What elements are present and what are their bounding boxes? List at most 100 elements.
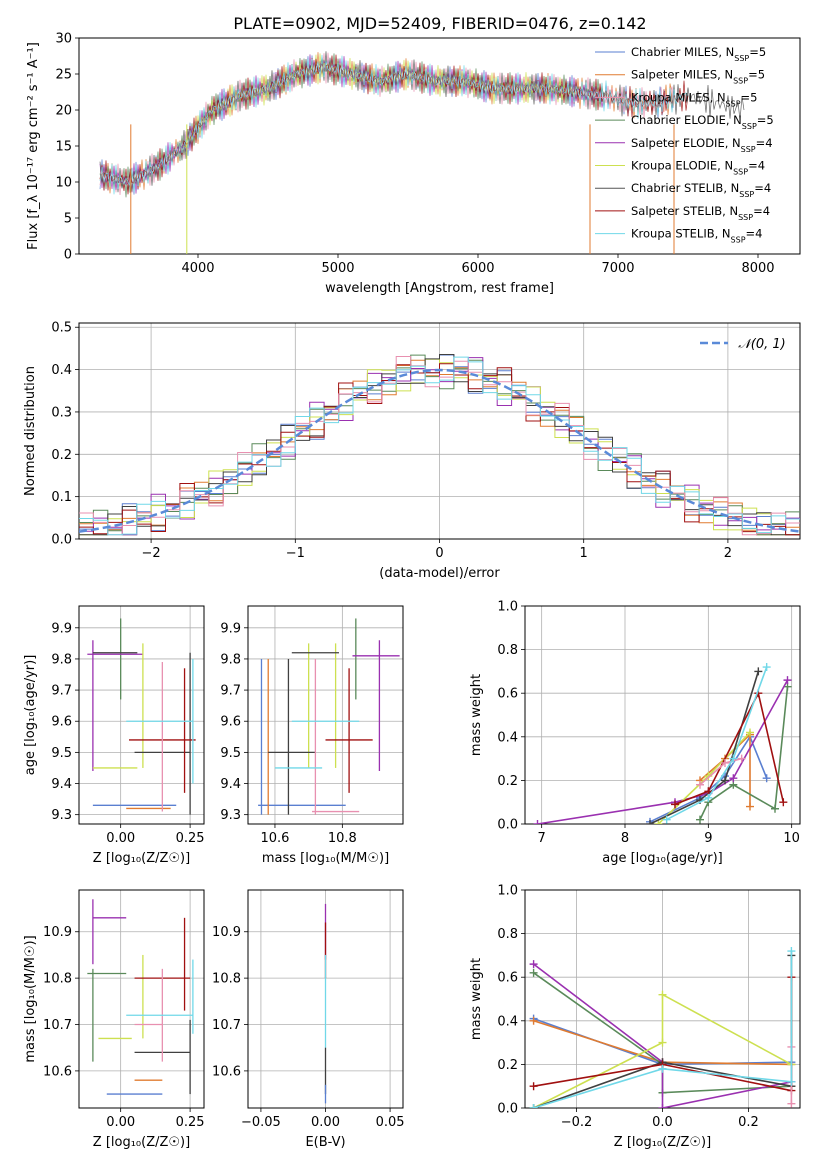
x-axis-label: age [log₁₀(age/yr)] — [602, 851, 723, 866]
x-tick-label: 0.05 — [376, 1115, 405, 1130]
axes-frame — [78, 889, 205, 1109]
y-tick-label: 10.7 — [43, 1018, 72, 1033]
chart-massweight_vs_Z: −0.2 0.0 0.2 0.0 0.2 0.4 0.6 0.8 1.0 Z [log₁₀(Z/Z… — [469, 884, 801, 1150]
plus-marker — [787, 1077, 796, 1086]
axes-frame — [78, 37, 801, 255]
y-tick-label: 0.8 — [497, 643, 518, 658]
y-tick-label: 15 — [55, 140, 72, 155]
mass-weight-line — [699, 686, 789, 820]
chart-mass_vs_EBV: −0.05 0.00 0.05 10.6 10.7 10.8 10.9 E(B-V) — [212, 889, 405, 1150]
plus-marker — [746, 728, 754, 737]
chart-age_vs_Z: 0.00 0.25 9.3 9.4 9.5 9.6 9.7 9.8 9.9 Z [log₁₀(Z/… — [23, 605, 205, 866]
plot-area-age_vs_Z — [87, 618, 196, 815]
plus-marker — [787, 1099, 796, 1108]
x-axis-label: Z [log₁₀(Z/Z☉)] — [614, 1135, 711, 1150]
x-axis-label: Z [log₁₀(Z/Z☉)] — [93, 851, 190, 866]
y-tick-label: 10.8 — [212, 972, 241, 987]
y-tick-label: 1.0 — [497, 884, 518, 899]
y-tick-label: 9.6 — [51, 715, 72, 730]
y-tick-label: 9.5 — [51, 746, 72, 761]
histogram-step — [79, 356, 800, 536]
plus-marker — [696, 815, 704, 824]
y-tick-label: 10.7 — [212, 1018, 241, 1033]
y-tick-label: 0.8 — [497, 927, 518, 942]
chart-spectrum: 4000 5000 6000 7000 8000 0 5 10 15 20 25 30 waveleng… — [26, 32, 801, 296]
y-tick-label: 0.0 — [497, 1102, 518, 1117]
legend-label: Chabrier MILES, NSSP=5 — [631, 45, 766, 63]
plus-marker — [729, 774, 738, 783]
y-tick-label: 9.4 — [51, 777, 72, 792]
y-tick-label: 9.9 — [220, 621, 241, 636]
x-tick-label: 9 — [704, 831, 712, 846]
x-tick-label: 2 — [724, 546, 732, 561]
plus-marker — [754, 667, 763, 676]
y-tick-label: 0.2 — [51, 448, 72, 463]
y-tick-label: 0.2 — [497, 1058, 518, 1073]
plus-marker — [762, 663, 771, 672]
plot-area-age_vs_mass — [258, 618, 400, 815]
plus-marker — [746, 802, 754, 811]
plus-marker — [721, 776, 729, 785]
x-tick-label: 0.00 — [311, 1115, 340, 1130]
y-tick-label: 9.8 — [51, 652, 72, 667]
x-tick-label: 8 — [621, 831, 629, 846]
x-tick-label: 8000 — [741, 261, 774, 276]
x-tick-label: 0.25 — [176, 831, 205, 846]
y-tick-label: 9.4 — [220, 777, 241, 792]
y-tick-label: 10.6 — [212, 1064, 241, 1079]
x-tick-label: 7 — [538, 831, 546, 846]
x-tick-label: 0.2 — [738, 1115, 759, 1130]
x-axis-label: mass [log₁₀(M/M☉)] — [262, 851, 389, 866]
y-tick-label: 0.0 — [51, 533, 72, 548]
mass-weight-line — [666, 666, 768, 821]
y-tick-label: 10 — [55, 176, 72, 191]
y-tick-label: 0.5 — [51, 321, 72, 336]
x-tick-label: 6000 — [461, 261, 494, 276]
y-tick-label: 20 — [55, 104, 72, 119]
y-tick-label: 30 — [55, 32, 72, 47]
plus-marker — [658, 990, 667, 999]
chart-mass_vs_Z: 0.00 0.25 10.6 10.7 10.8 10.9 Z [log₁₀(Z/Z☉)] m… — [23, 889, 205, 1150]
legend-label: Chabrier STELIB, NSSP=4 — [631, 181, 771, 199]
legend-label: 𝒩(0, 1) — [738, 337, 785, 352]
y-axis-label: Flux [f_λ 10⁻¹⁷ erg cm⁻² s⁻¹ A⁻¹] — [26, 42, 41, 250]
y-tick-label: 9.6 — [220, 715, 241, 730]
x-tick-label: 10 — [783, 831, 800, 846]
spectrum-line — [99, 54, 689, 195]
x-tick-label: 0.00 — [106, 831, 135, 846]
plus-marker — [671, 800, 679, 809]
y-tick-label: 0 — [64, 248, 72, 263]
plus-marker — [783, 676, 792, 685]
y-tick-label: 0.2 — [497, 774, 518, 789]
y-axis-label: age [log₁₀(age/yr)] — [23, 655, 38, 776]
y-tick-label: 9.8 — [220, 652, 241, 667]
plus-marker — [529, 960, 538, 969]
x-tick-label: 7000 — [601, 261, 634, 276]
plus-marker — [787, 947, 796, 956]
x-tick-label: 0.0 — [652, 1115, 673, 1130]
y-axis-label: mass [log₁₀(M/M☉)] — [23, 935, 38, 1062]
axes-frame — [247, 889, 404, 1109]
plus-marker — [704, 793, 713, 802]
axes-frame — [78, 322, 801, 540]
plus-marker — [721, 758, 729, 767]
legend-label: Chabrier ELODIE, NSSP=5 — [631, 113, 774, 131]
chart-age_vs_mass: 10.6 10.8 9.3 9.4 9.5 9.6 9.7 9.8 9.9 mass [log₁₀… — [220, 605, 404, 866]
x-tick-label: 0 — [435, 546, 443, 561]
y-tick-label: 9.3 — [51, 808, 72, 823]
y-tick-label: 10.8 — [43, 972, 72, 987]
plus-marker — [529, 1104, 538, 1108]
plus-marker — [729, 754, 738, 763]
y-tick-label: 0.4 — [51, 363, 72, 378]
y-axis-label: mass weight — [469, 958, 484, 1040]
y-tick-label: 0.1 — [51, 490, 72, 505]
y-tick-label: 10.9 — [43, 925, 72, 940]
plus-marker — [779, 798, 788, 807]
x-axis-label: (data-model)/error — [379, 566, 500, 581]
plot-area-massweight_vs_age — [533, 663, 792, 824]
plus-marker — [646, 820, 654, 824]
plot-area-spectrum — [99, 51, 745, 254]
y-tick-label: 9.3 — [220, 808, 241, 823]
x-tick-label: −0.2 — [561, 1115, 593, 1130]
figure-title: PLATE=0902, MJD=52409, FIBERID=0476, z=0… — [233, 14, 646, 33]
